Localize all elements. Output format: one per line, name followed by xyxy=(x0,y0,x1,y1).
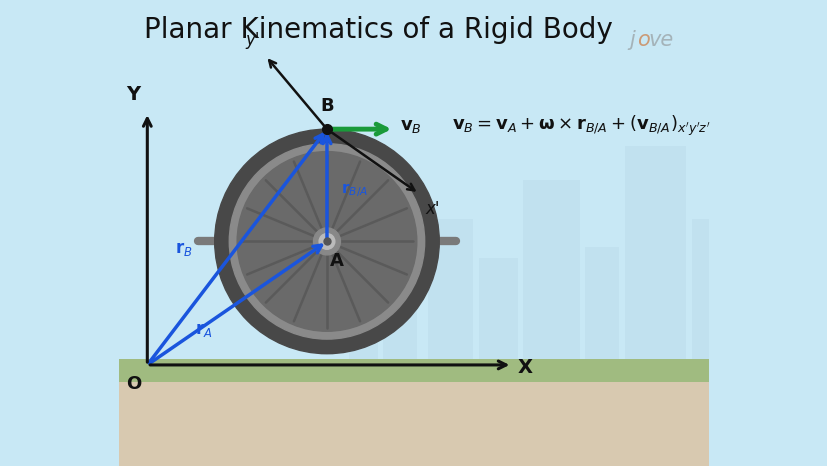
Circle shape xyxy=(237,151,416,331)
Text: X: X xyxy=(517,358,533,377)
Text: x': x' xyxy=(425,200,440,218)
Polygon shape xyxy=(383,275,416,359)
Text: Y: Y xyxy=(126,85,140,104)
Polygon shape xyxy=(119,359,708,382)
Text: o: o xyxy=(636,30,649,50)
Circle shape xyxy=(313,228,340,255)
Circle shape xyxy=(229,144,424,339)
Polygon shape xyxy=(119,382,708,466)
FancyBboxPatch shape xyxy=(119,0,708,359)
Polygon shape xyxy=(624,146,686,359)
Text: Planar Kinematics of a Rigid Body: Planar Kinematics of a Rigid Body xyxy=(144,16,612,44)
Text: O: O xyxy=(126,375,141,393)
Text: B: B xyxy=(320,97,333,115)
Text: j: j xyxy=(629,30,634,50)
Text: r$_B$: r$_B$ xyxy=(175,240,193,258)
Text: r$_A$: r$_A$ xyxy=(195,321,213,339)
Polygon shape xyxy=(523,180,579,359)
Polygon shape xyxy=(478,258,517,359)
Polygon shape xyxy=(585,247,618,359)
Text: y': y' xyxy=(246,31,260,49)
Text: $\mathbf{v}_B = \mathbf{v}_A + \mathbf{\omega}\times \mathbf{r}_{B/A} + (\mathbf: $\mathbf{v}_B = \mathbf{v}_A + \mathbf{\… xyxy=(452,114,710,138)
Circle shape xyxy=(214,129,439,354)
Text: ve: ve xyxy=(648,30,672,50)
Polygon shape xyxy=(349,292,377,359)
Text: r$_{B/A}$: r$_{B/A}$ xyxy=(341,181,368,199)
Text: A: A xyxy=(330,252,343,269)
Text: v$_B$: v$_B$ xyxy=(399,117,421,135)
Polygon shape xyxy=(428,219,472,359)
Circle shape xyxy=(318,233,334,249)
Polygon shape xyxy=(691,219,730,359)
